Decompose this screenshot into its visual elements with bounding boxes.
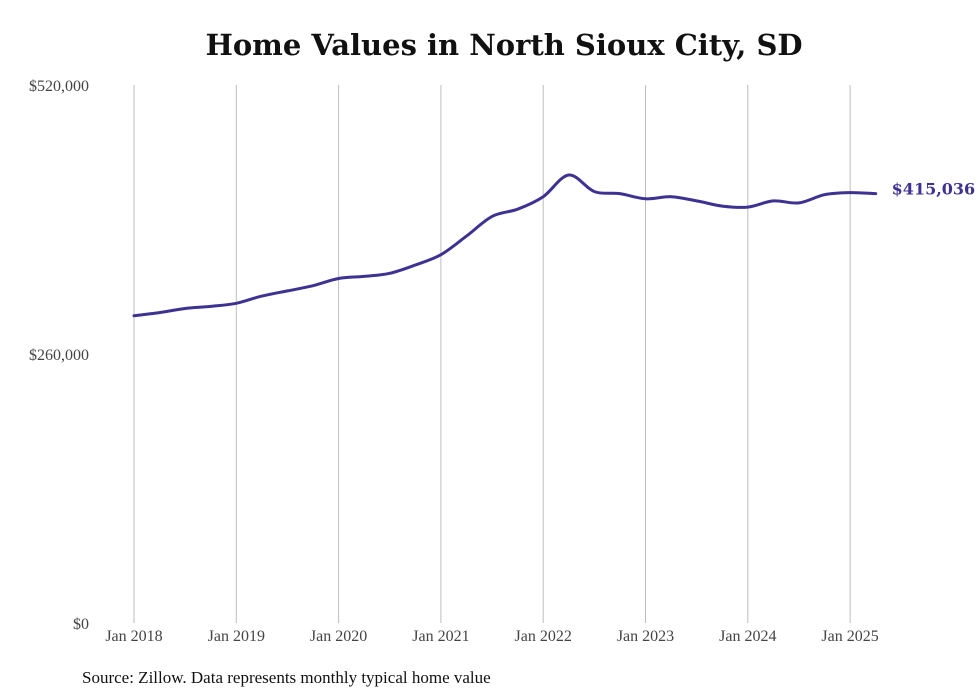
y-tick-label: $260,000	[29, 347, 89, 364]
series-line	[132, 173, 878, 318]
x-tick-label: Jan 2021	[412, 628, 469, 645]
grid-layer	[133, 85, 851, 623]
x-tick-label: Jan 2023	[617, 628, 674, 645]
x-tick-label: Jan 2025	[821, 628, 878, 645]
x-tick-label: Jan 2019	[208, 628, 265, 645]
source-note: Source: Zillow. Data represents monthly …	[82, 668, 491, 687]
x-tick-label: Jan 2024	[719, 628, 776, 645]
x-tick-label: Jan 2020	[310, 628, 367, 645]
y-axis: $0 $260,000 $520,000	[29, 78, 89, 633]
x-tick-label: Jan 2018	[105, 628, 162, 645]
x-axis: Jan 2018 Jan 2019 Jan 2020 Jan 2021 Jan 2022…	[105, 628, 878, 645]
y-tick-label: $0	[73, 616, 89, 633]
x-tick-label: Jan 2022	[515, 628, 572, 645]
end-value-label: $415,036	[892, 180, 976, 199]
y-tick-label: $520,000	[29, 78, 89, 95]
chart-title: Home Values in North Sioux City, SD	[205, 28, 803, 62]
